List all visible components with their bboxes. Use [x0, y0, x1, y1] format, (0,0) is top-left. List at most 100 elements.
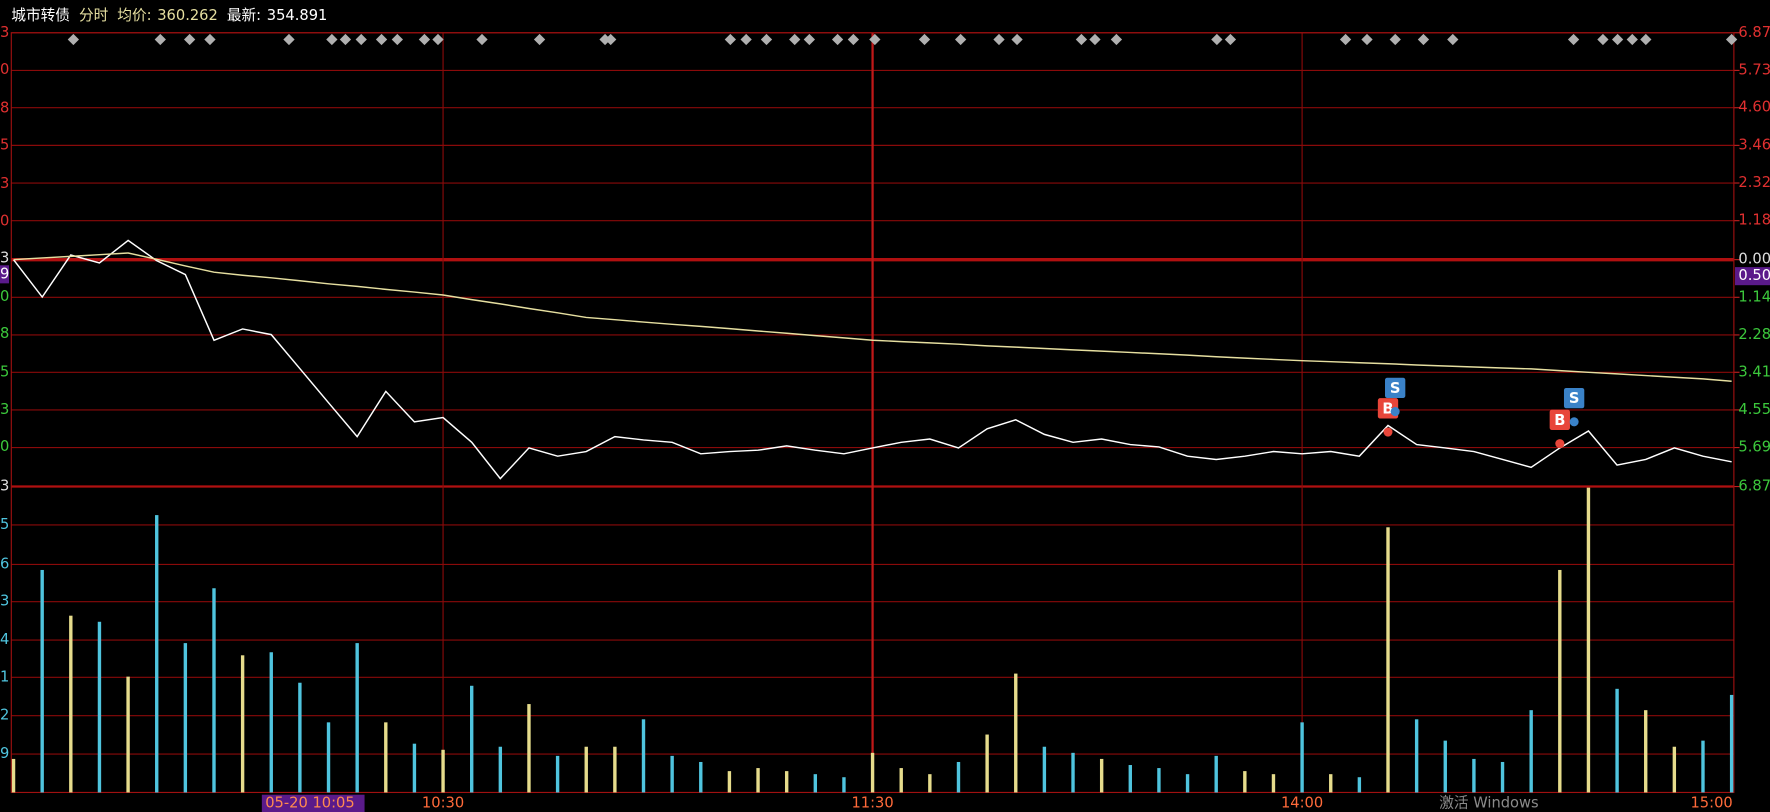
left-axis-label: 0: [0, 438, 9, 455]
volume-left-label: 3: [0, 593, 9, 610]
trade-dot: [1383, 427, 1393, 437]
event-marker: [533, 33, 546, 46]
volume-left-label: 5: [0, 516, 9, 533]
volume-bar: [1128, 765, 1132, 793]
trade-dot: [1555, 439, 1565, 449]
volume-bar: [784, 771, 789, 793]
y-tick-label: 5.69: [1738, 439, 1770, 456]
event-marker: [391, 33, 403, 46]
trade-badge: [1563, 387, 1585, 409]
volume-left-label: 4: [0, 631, 9, 648]
volume-bar: [956, 761, 961, 793]
event-marker: [831, 33, 844, 46]
volume-bar: [470, 685, 474, 793]
event-marker: [283, 33, 295, 46]
event-marker: [1089, 33, 1101, 46]
event-marker: [993, 33, 1005, 46]
event-marker: [1447, 33, 1459, 46]
header-title: 城市转债: [11, 7, 70, 24]
y-tick-label: 6.87: [1738, 478, 1770, 495]
trade-label: S: [1569, 390, 1580, 407]
volume-bar: [670, 755, 674, 793]
x-tick-label: 15:00: [1690, 795, 1732, 812]
left-axis-label: 3: [0, 401, 9, 418]
y-tick-label: 5.73: [1738, 61, 1770, 78]
volume-bar: [699, 761, 703, 793]
y-tick-label: 3.41: [1738, 363, 1770, 380]
y-tick-label: 6.87: [1738, 24, 1770, 41]
volume-left-label: 1: [0, 668, 9, 685]
volume-bar: [1214, 755, 1218, 793]
event-marker: [67, 33, 80, 46]
event-marker: [476, 33, 488, 46]
volume-bar: [1271, 774, 1276, 793]
cursor-label-bg: [261, 794, 365, 812]
trade-dot: [1390, 407, 1400, 417]
volume-bar: [1357, 777, 1362, 793]
watermark: 激活 Windows: [1439, 795, 1538, 812]
y-tick-label: 0.00: [1738, 251, 1770, 268]
price-line: [12, 239, 1732, 480]
volume-bar: [326, 722, 331, 793]
volume-bar: [1586, 487, 1591, 793]
event-marker: [1725, 33, 1738, 46]
y-tick-label: 4.55: [1738, 401, 1770, 418]
event-marker: [1224, 33, 1237, 46]
event-marker: [740, 33, 752, 46]
event-marker: [869, 33, 881, 46]
event-marker: [1011, 33, 1023, 46]
volume-bar: [555, 755, 560, 793]
event-marker: [789, 33, 801, 46]
volume-bar: [1099, 758, 1104, 793]
left-axis-label: 3: [0, 175, 9, 192]
trade-badge: [1549, 409, 1570, 431]
volume-bar: [298, 682, 302, 793]
volume-bar: [441, 749, 445, 793]
volume-bar: [1014, 673, 1018, 793]
volume-left-label: 9: [0, 745, 9, 762]
trade-label: B: [1382, 400, 1393, 417]
header-avg-label: 均价:: [117, 7, 151, 24]
header-latest-price: 354.891: [267, 7, 328, 24]
header-avg-price: 360.262: [157, 7, 218, 24]
volume-bar: [69, 615, 73, 793]
event-marker: [605, 33, 617, 46]
volume-bar: [1615, 688, 1619, 793]
event-marker: [724, 33, 736, 46]
volume-bar: [613, 746, 617, 793]
volume-bar: [1558, 569, 1562, 793]
left-axis-label: 5: [0, 137, 9, 154]
volume-bar: [1443, 740, 1447, 793]
event-marker: [1211, 33, 1223, 46]
volume-bar: [240, 655, 245, 793]
event-marker: [154, 33, 166, 46]
y-tick-label: 1.18: [1738, 212, 1770, 229]
volume-bar: [1243, 771, 1247, 793]
volume-bar: [97, 621, 102, 793]
x-tick-label: 14:00: [1281, 795, 1323, 812]
volume-bar: [11, 758, 16, 793]
left-axis-label: 0: [0, 288, 9, 305]
volume-bar: [126, 676, 130, 793]
y-tick-label: 3.46: [1738, 136, 1770, 153]
volume-bar: [756, 768, 760, 793]
volume-bar: [813, 774, 818, 793]
volume-bar: [412, 743, 417, 793]
header-mode: 分时: [79, 7, 109, 24]
volume-bar: [1500, 761, 1505, 793]
x-tick-label: 10:30: [422, 795, 464, 812]
volume-bar: [155, 515, 159, 793]
current-badge: [1735, 267, 1770, 286]
event-marker: [1417, 33, 1430, 46]
event-marker: [326, 33, 338, 46]
volume-bar: [870, 752, 875, 793]
volume-bar: [212, 588, 216, 793]
volume-left-label: 2: [0, 707, 9, 724]
event-marker: [954, 33, 967, 46]
event-marker: [918, 33, 931, 46]
left-axis-label: 0: [0, 61, 9, 78]
event-marker: [339, 33, 352, 46]
volume-bar: [1386, 527, 1390, 793]
volume-bar: [1701, 740, 1705, 793]
